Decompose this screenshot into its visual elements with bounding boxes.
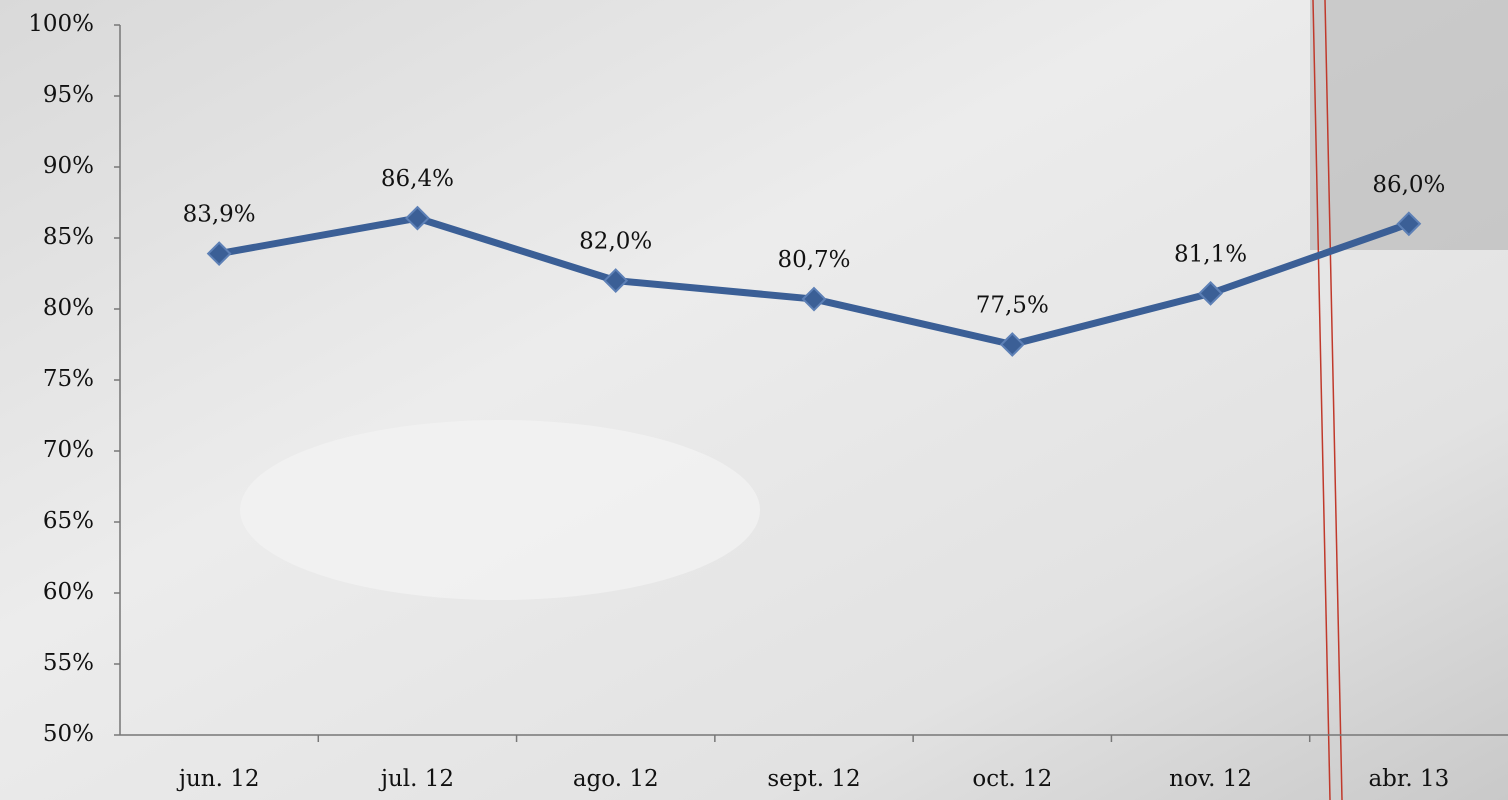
background-photo	[0, 0, 1508, 800]
data-label: 86,4%	[381, 166, 454, 192]
chart: 50% 55% 60% 65% 70% 75% 80% 85% 90% 95% 100% jun. 1…	[0, 0, 1508, 800]
data-label: 83,9%	[183, 202, 256, 228]
x-tick-label: jun. 12	[176, 766, 260, 792]
x-tick-label: sept. 12	[767, 766, 860, 792]
y-tick-label: 65%	[43, 508, 94, 534]
y-tick-label: 60%	[43, 579, 94, 605]
y-tick-label: 95%	[43, 82, 94, 108]
x-tick-label: ago. 12	[573, 766, 659, 792]
y-tick-label: 90%	[43, 153, 94, 179]
y-tick-label: 50%	[43, 721, 94, 747]
x-tick-label: jul. 12	[378, 766, 454, 792]
y-tick-label: 85%	[43, 224, 94, 250]
x-tick-label: nov. 12	[1169, 766, 1252, 792]
y-tick-label: 55%	[43, 650, 94, 676]
y-tick-label: 70%	[43, 437, 94, 463]
x-tick-label: abr. 13	[1368, 766, 1449, 792]
data-label: 80,7%	[777, 247, 850, 273]
data-label: 81,1%	[1174, 241, 1247, 267]
y-tick-label: 75%	[43, 366, 94, 392]
y-tick-label: 80%	[43, 295, 94, 321]
x-tick-label: oct. 12	[972, 766, 1052, 792]
background-shape	[240, 420, 760, 600]
data-label: 86,0%	[1372, 172, 1445, 198]
data-label: 82,0%	[579, 229, 652, 255]
data-label: 77,5%	[976, 293, 1049, 319]
y-tick-label: 100%	[28, 11, 94, 37]
